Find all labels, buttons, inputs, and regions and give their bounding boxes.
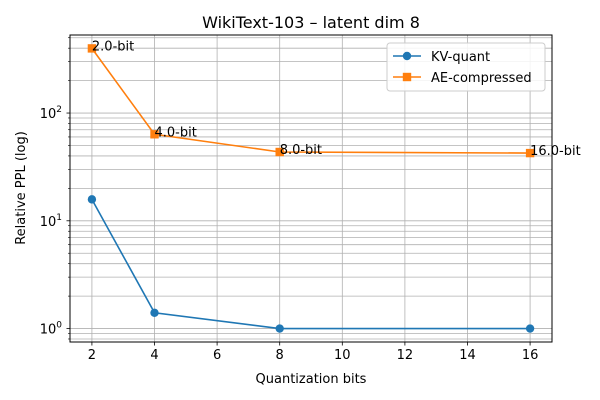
data-point-ae-compressed xyxy=(525,148,535,158)
legend: KV-quant AE-compressed xyxy=(386,42,546,92)
x-tick-label: 6 xyxy=(213,348,221,363)
point-annotation: 2.0-bit xyxy=(92,39,134,54)
data-point-ae-compressed xyxy=(150,130,159,139)
data-point-kv-quant xyxy=(87,195,97,204)
series-layer xyxy=(87,44,535,333)
x-tick-label: 8 xyxy=(276,348,284,363)
data-point-kv-quant xyxy=(275,324,284,333)
x-tick-label: 16 xyxy=(522,348,539,363)
x-axis-label: Quantization bits xyxy=(256,372,367,387)
x-tick-label: 4 xyxy=(150,348,158,363)
x-tick-label: 14 xyxy=(459,348,476,363)
ticks: 2 4 6 8 10 12 14 16 100 101 102 xyxy=(40,37,539,363)
legend-label-ae-compressed: AE-compressed xyxy=(431,71,532,86)
y-tick-label: 102 xyxy=(40,105,62,122)
data-point-kv-quant xyxy=(525,324,535,333)
point-annotation: 8.0-bit xyxy=(280,143,322,158)
y-axis-label: Relative PPL (log) xyxy=(14,131,29,245)
annotation-layer: 2.0-bit 4.0-bit 8.0-bit 16.0-bit xyxy=(92,39,581,159)
series-line-kv-quant xyxy=(91,198,531,330)
x-tick-label: 10 xyxy=(334,348,351,363)
legend-marker-kv-quant xyxy=(402,51,412,61)
y-tick-label: 100 xyxy=(40,321,63,338)
chart-title: WikiText-103 – latent dim 8 xyxy=(202,13,420,32)
point-annotation: 16.0-bit xyxy=(530,144,581,159)
y-tick-label: 101 xyxy=(40,213,62,230)
data-point-ae-compressed xyxy=(275,147,284,157)
point-annotation: 4.0-bit xyxy=(155,125,197,140)
legend-box xyxy=(386,42,546,92)
data-point-ae-compressed xyxy=(87,44,97,53)
legend-label-kv-quant: KV-quant xyxy=(431,50,490,65)
series-line-ae-compressed xyxy=(91,47,531,154)
x-tick-label: 12 xyxy=(397,348,414,363)
legend-marker-ae-compressed xyxy=(402,72,412,82)
x-tick-label: 2 xyxy=(88,348,96,363)
data-point-kv-quant xyxy=(150,308,159,317)
